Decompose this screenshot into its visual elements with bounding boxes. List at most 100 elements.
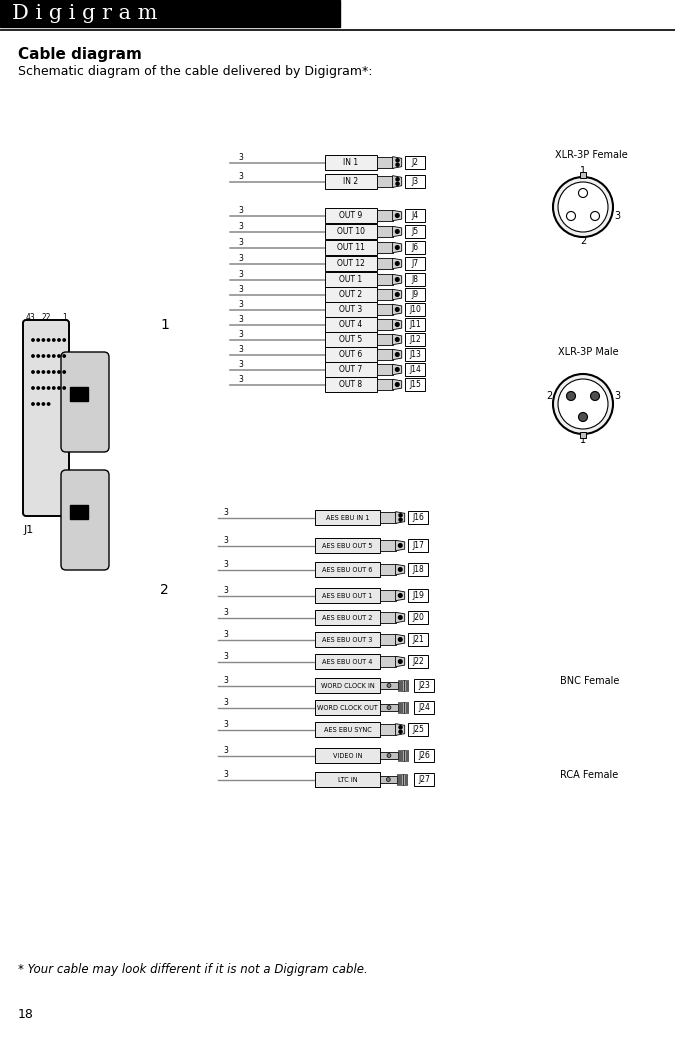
Bar: [377, 226, 393, 237]
Bar: [402, 680, 404, 690]
Bar: [408, 633, 428, 646]
Text: J8: J8: [412, 275, 418, 284]
Circle shape: [37, 338, 39, 342]
Text: 3: 3: [238, 330, 243, 339]
Bar: [380, 752, 398, 760]
Text: OUT 1: OUT 1: [340, 275, 362, 284]
Bar: [0, 0, 340, 27]
Text: 3: 3: [223, 630, 228, 639]
Text: OUT 3: OUT 3: [340, 305, 362, 315]
Text: RCA Female: RCA Female: [560, 770, 618, 780]
Text: J22: J22: [412, 657, 424, 666]
Polygon shape: [393, 304, 402, 315]
Bar: [377, 320, 393, 330]
Circle shape: [58, 371, 60, 374]
Text: J2: J2: [412, 158, 418, 167]
Circle shape: [396, 383, 399, 386]
Text: AES EBU SYNC: AES EBU SYNC: [323, 727, 371, 733]
Circle shape: [58, 338, 60, 342]
Bar: [377, 350, 393, 360]
Text: OUT 7: OUT 7: [340, 365, 362, 374]
Text: OUT 8: OUT 8: [340, 380, 362, 389]
Bar: [404, 703, 406, 713]
Circle shape: [386, 777, 390, 782]
Polygon shape: [393, 364, 402, 375]
Text: J12: J12: [409, 335, 421, 344]
Circle shape: [37, 355, 39, 357]
Bar: [380, 634, 396, 645]
Bar: [401, 774, 403, 785]
Circle shape: [578, 189, 587, 197]
Text: J26: J26: [418, 752, 430, 760]
Text: 3: 3: [238, 315, 243, 324]
Bar: [580, 432, 586, 438]
Text: OUT 2: OUT 2: [340, 290, 362, 299]
Polygon shape: [396, 656, 405, 666]
Circle shape: [591, 212, 599, 220]
Circle shape: [396, 367, 399, 372]
Circle shape: [37, 403, 39, 405]
Text: AES EBU OUT 2: AES EBU OUT 2: [323, 614, 373, 621]
Circle shape: [43, 387, 45, 389]
Text: 3: 3: [238, 238, 243, 247]
Bar: [325, 362, 377, 377]
Circle shape: [396, 307, 399, 311]
Circle shape: [566, 212, 576, 220]
Circle shape: [553, 177, 613, 237]
Bar: [377, 242, 393, 252]
Text: VIDEO IN: VIDEO IN: [333, 753, 362, 759]
Circle shape: [399, 726, 402, 729]
Text: J1: J1: [24, 525, 34, 535]
Text: OUT 5: OUT 5: [340, 335, 362, 344]
Polygon shape: [396, 612, 405, 623]
Bar: [377, 258, 393, 269]
Bar: [315, 748, 380, 763]
Bar: [325, 302, 377, 317]
Text: 3: 3: [614, 211, 620, 221]
Text: IN 1: IN 1: [344, 158, 358, 167]
Bar: [408, 655, 428, 668]
FancyBboxPatch shape: [61, 352, 109, 452]
Bar: [315, 588, 380, 603]
Circle shape: [37, 387, 39, 389]
Text: AES EBU OUT 5: AES EBU OUT 5: [323, 543, 373, 548]
Polygon shape: [393, 320, 402, 330]
Text: J4: J4: [412, 211, 418, 220]
Circle shape: [47, 338, 50, 342]
Bar: [380, 656, 396, 666]
Text: 3: 3: [238, 345, 243, 354]
Text: 3: 3: [238, 360, 243, 368]
Text: WORD CLOCK OUT: WORD CLOCK OUT: [317, 705, 378, 710]
Bar: [414, 773, 434, 786]
Bar: [580, 172, 586, 177]
Text: 3: 3: [238, 153, 243, 162]
Bar: [404, 680, 406, 690]
Circle shape: [63, 338, 65, 342]
Text: IN 2: IN 2: [344, 177, 358, 186]
Bar: [315, 654, 380, 670]
Bar: [315, 632, 380, 647]
Text: BNC Female: BNC Female: [560, 676, 620, 686]
Bar: [405, 156, 425, 169]
Bar: [380, 704, 398, 711]
Circle shape: [32, 355, 34, 357]
Bar: [377, 157, 393, 168]
Text: 2: 2: [160, 583, 169, 597]
Text: 18: 18: [18, 1009, 34, 1021]
Bar: [380, 565, 396, 575]
Text: WORD CLOCK IN: WORD CLOCK IN: [321, 683, 375, 688]
Text: J25: J25: [412, 725, 424, 734]
Text: J17: J17: [412, 541, 424, 550]
Circle shape: [53, 355, 55, 357]
Bar: [405, 273, 425, 286]
Polygon shape: [393, 274, 402, 284]
Text: J3: J3: [412, 177, 418, 186]
Bar: [408, 563, 428, 576]
Bar: [406, 680, 408, 690]
Circle shape: [396, 182, 399, 185]
Circle shape: [578, 412, 587, 421]
Circle shape: [63, 371, 65, 374]
Bar: [405, 348, 425, 361]
Bar: [377, 211, 393, 221]
Bar: [402, 750, 404, 761]
